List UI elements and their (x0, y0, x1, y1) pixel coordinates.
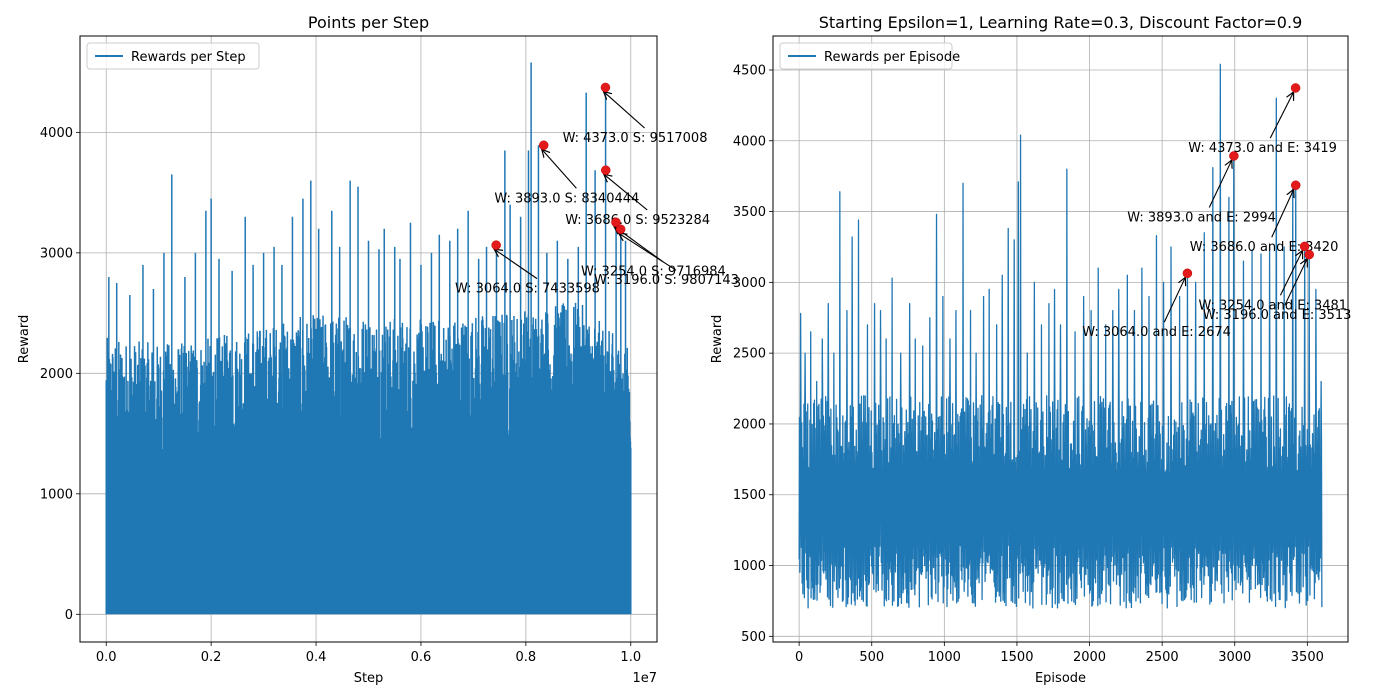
chart1-frame (79, 35, 658, 643)
chart1-series-line (105, 62, 632, 615)
chart1-xtick-label: 0.0 (96, 650, 117, 665)
chart1-xlabel: Step (354, 671, 384, 686)
chart1-ytick-label: 3000 (40, 246, 73, 261)
chart2-xlabel: Episode (1035, 671, 1086, 686)
chart2-annotation-arrow (1271, 189, 1294, 238)
chart1-xtick-label: 0.6 (411, 650, 432, 665)
chart2-ytick-label: 4000 (733, 134, 766, 149)
chart1-xtick-label: 0.4 (306, 650, 327, 665)
chart2-xtick-label: 3500 (1291, 650, 1324, 665)
chart2-legend: Rewards per Episode (779, 42, 960, 70)
chart2-xtick-label: 2500 (1146, 650, 1179, 665)
chart2-annotation-label: W: 3064.0 and E: 2674 (1082, 325, 1231, 340)
chart2-annotation-arrow (1163, 277, 1185, 323)
chart2-ytick-label: 500 (741, 630, 766, 645)
chart2-ylabel: Reward (710, 315, 725, 363)
chart1-group: W: 3064.0 S: 7433598 W: 3893.0 S: 8340444… (17, 13, 739, 686)
chart2-series-line (798, 63, 1323, 609)
chart1-annotation-label: W: 3064.0 S: 7433598 (455, 282, 600, 297)
chart1-xtick-label: 0.2 (201, 650, 222, 665)
chart2-annotation-label: W: 3893.0 and E: 2994 (1127, 210, 1276, 225)
chart1-legend: Rewards per Step (86, 42, 260, 70)
chart1-ytick-label: 4000 (40, 126, 73, 141)
chart1-series-line (105, 62, 632, 615)
chart2-annotation-point (1299, 241, 1310, 252)
chart1-title: Points per Step (308, 13, 429, 32)
chart2-annotation-arrow (1284, 259, 1307, 306)
chart1-annotation-label: W: 3893.0 S: 8340444 (494, 191, 639, 206)
chart1-xtick-label: 0.8 (516, 650, 537, 665)
chart2-xtick-label: 1000 (928, 650, 961, 665)
chart2-ytick-label: 1500 (733, 488, 766, 503)
chart2-ytick-label: 3500 (733, 205, 766, 220)
chart1-ytick-label: 0 (65, 608, 73, 623)
chart1-ylabel: Reward (17, 315, 32, 363)
chart2-xtick-label: 2000 (1073, 650, 1106, 665)
chart1-annotation-arrow (619, 233, 677, 271)
chart2-annotation-label: W: 4373.0 and E: 3419 (1188, 141, 1337, 156)
chart2-ytick-label: 2000 (733, 417, 766, 432)
chart2-frame (772, 35, 1349, 643)
chart2-annotation-point (1229, 151, 1239, 161)
chart2-annotation-point (1290, 180, 1301, 190)
chart1-xtick-label: 1.0 (620, 650, 641, 665)
chart1-ytick-label: 2000 (40, 367, 73, 382)
chart2-annotation-arrow (1279, 250, 1302, 296)
chart2-annotation-point (1290, 83, 1301, 93)
chart2-annotation-point (1182, 268, 1193, 279)
chart2-ytick-label: 3000 (733, 276, 766, 291)
chart1-annotation-point (601, 165, 611, 175)
chart1-annotation-arrow (494, 249, 538, 280)
chart2-legend-box (779, 42, 953, 70)
chart2-xtick-label: 3000 (1218, 650, 1251, 665)
chart2-annotation-arrow (1269, 92, 1293, 139)
chart1-annotation-arrow (603, 91, 645, 129)
chart2-ytick-label: 1000 (733, 559, 766, 574)
chart1-annotation-point (600, 82, 611, 93)
chart1-annotation-arrow (542, 149, 577, 189)
chart1-legend-label: Rewards per Step (131, 50, 246, 65)
chart2-xtick-label: 0 (795, 650, 803, 665)
chart2-series-line (798, 63, 1323, 609)
chart2-xtick-label: 1500 (1000, 650, 1033, 665)
chart1-annotation-label: W: 3254.0 S: 9716984 (581, 265, 726, 280)
chart1-annotation-point (615, 224, 626, 234)
chart2-title: Starting Epsilon=1, Learning Rate=0.3, D… (819, 13, 1303, 32)
chart2-group: W: 3064.0 and E: 2674 W: 3893.0 and E: 29… (710, 13, 1351, 686)
chart2-ytick-label: 2500 (733, 347, 766, 362)
chart2-annotation-label: W: 3254.0 and E: 3481 (1198, 298, 1347, 313)
chart1-annotation-label: W: 3686.0 S: 9523284 (565, 213, 710, 228)
chart2-annotation-label: W: 3196.0 and E: 3513 (1203, 308, 1352, 323)
chart2-annotation-point (1304, 249, 1314, 260)
chart2-annotation-arrow (1208, 160, 1232, 208)
chart2-legend-label: Rewards per Episode (824, 50, 960, 65)
chart1-annotation-point (491, 240, 501, 250)
chart1-annotation-label: W: 3196.0 S: 9807143 (594, 273, 739, 288)
chart1-annotation-label: W: 4373.0 S: 9517008 (563, 131, 708, 146)
chart1-annotation-arrow (604, 174, 648, 211)
chart1-annotation-point (611, 217, 621, 228)
chart2-xtick-label: 500 (859, 650, 884, 665)
chart1-ytick-label: 1000 (40, 487, 73, 502)
chart2-annotation-label: W: 3686.0 and E: 3420 (1190, 240, 1339, 255)
chart1-legend-box (86, 42, 260, 70)
chart1-annotation-point (538, 140, 549, 151)
chart1-x-offset-label: 1e7 (632, 671, 657, 686)
chart2-ytick-label: 4500 (733, 63, 766, 78)
